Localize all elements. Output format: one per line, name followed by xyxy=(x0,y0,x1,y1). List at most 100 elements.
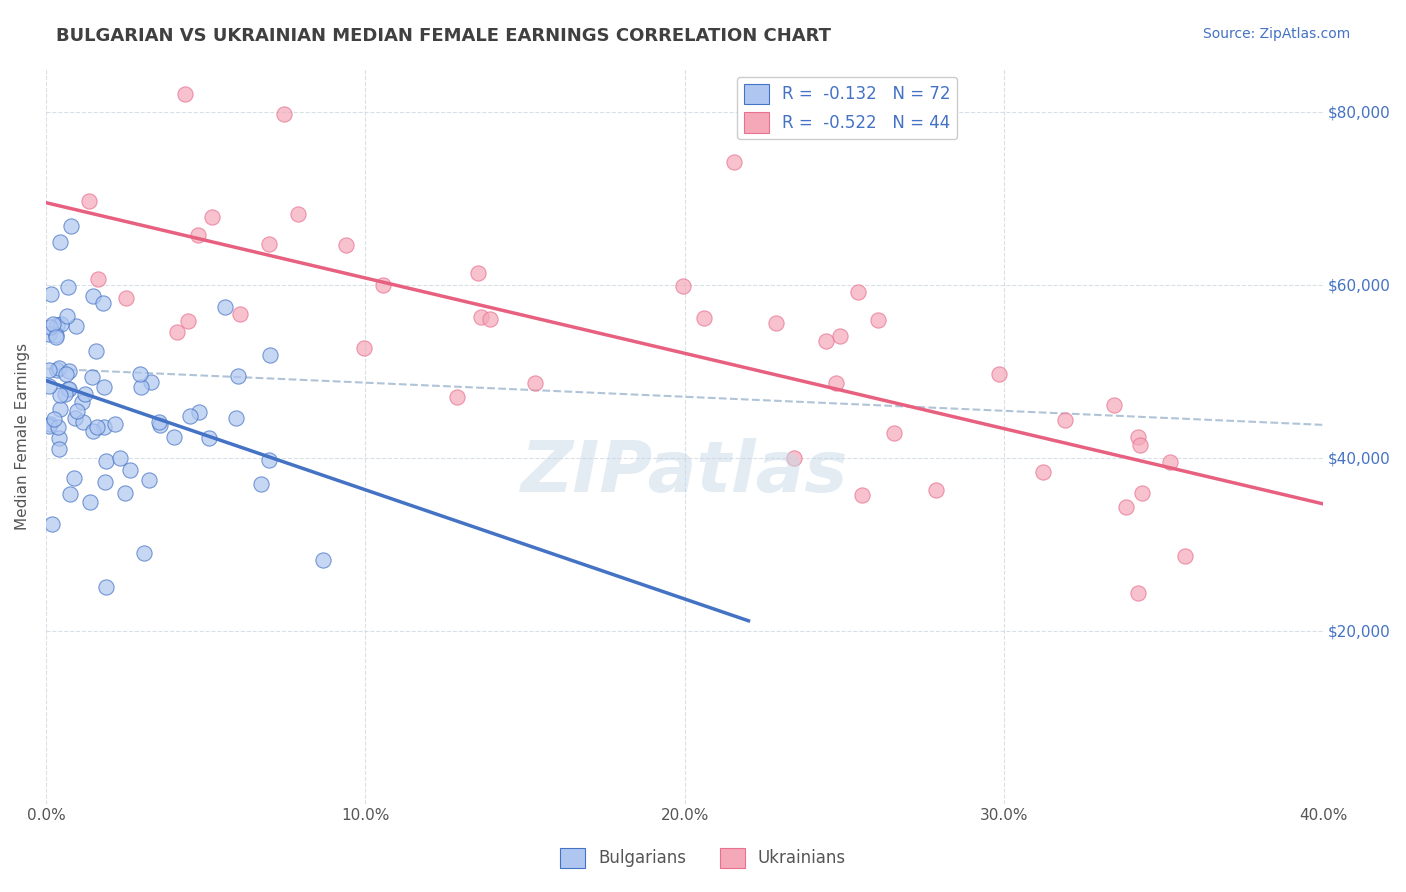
Point xyxy=(38,327,60,342)
Point xyxy=(129,367,152,381)
Point xyxy=(225,410,247,425)
Point xyxy=(82,289,104,303)
Point xyxy=(467,266,489,280)
Point xyxy=(48,431,70,445)
Point xyxy=(1174,549,1197,563)
Point xyxy=(229,307,252,321)
Legend: R =  -0.132   N = 72, R =  -0.522   N = 44: R = -0.132 N = 72, R = -0.522 N = 44 xyxy=(737,77,957,139)
Point xyxy=(45,318,67,332)
Point xyxy=(93,380,115,394)
Point xyxy=(924,483,946,498)
Point xyxy=(312,553,335,567)
Point xyxy=(1032,465,1054,479)
Point xyxy=(226,369,249,384)
Point xyxy=(138,473,160,487)
Point xyxy=(46,420,69,434)
Point xyxy=(1130,486,1153,500)
Point xyxy=(63,411,86,425)
Point xyxy=(335,237,357,252)
Point xyxy=(692,310,714,325)
Point xyxy=(45,330,67,344)
Text: Source: ZipAtlas.com: Source: ZipAtlas.com xyxy=(1202,27,1350,41)
Point xyxy=(96,580,118,594)
Point xyxy=(1159,454,1181,468)
Point xyxy=(163,430,186,444)
Point xyxy=(39,320,62,334)
Point xyxy=(446,390,468,404)
Point xyxy=(51,317,73,331)
Point xyxy=(93,475,115,489)
Point xyxy=(188,405,211,419)
Point xyxy=(49,235,72,249)
Legend: Bulgarians, Ukrainians: Bulgarians, Ukrainians xyxy=(554,841,852,875)
Point xyxy=(55,367,77,381)
Point xyxy=(1104,398,1126,412)
Point xyxy=(723,155,745,169)
Point xyxy=(179,409,201,423)
Point xyxy=(86,419,108,434)
Point xyxy=(353,341,375,355)
Point xyxy=(988,367,1011,381)
Point xyxy=(70,394,93,409)
Point xyxy=(77,194,100,208)
Point xyxy=(371,278,394,293)
Point xyxy=(765,316,787,330)
Point xyxy=(825,376,848,390)
Text: BULGARIAN VS UKRAINIAN MEDIAN FEMALE EARNINGS CORRELATION CHART: BULGARIAN VS UKRAINIAN MEDIAN FEMALE EAR… xyxy=(56,27,831,45)
Point xyxy=(72,415,94,429)
Point xyxy=(273,106,295,120)
Point xyxy=(86,271,108,285)
Point xyxy=(41,318,63,332)
Point xyxy=(38,379,60,393)
Point xyxy=(148,415,170,429)
Point xyxy=(53,387,76,401)
Point xyxy=(187,228,209,243)
Point xyxy=(470,310,492,324)
Point xyxy=(1053,413,1076,427)
Point xyxy=(868,313,890,327)
Point xyxy=(56,383,79,397)
Point xyxy=(84,343,107,358)
Point xyxy=(173,87,195,102)
Point xyxy=(104,417,127,432)
Point xyxy=(149,417,172,432)
Point xyxy=(59,487,82,501)
Point xyxy=(166,325,188,339)
Point xyxy=(80,370,103,384)
Point xyxy=(39,286,62,301)
Point xyxy=(134,546,156,560)
Point xyxy=(197,431,219,445)
Point xyxy=(38,363,60,377)
Point xyxy=(257,453,280,467)
Point xyxy=(672,279,695,293)
Point xyxy=(41,516,63,531)
Point xyxy=(45,362,67,376)
Point xyxy=(63,471,86,485)
Point xyxy=(846,285,869,299)
Point xyxy=(73,386,96,401)
Point xyxy=(115,291,138,305)
Point xyxy=(1126,430,1149,444)
Point xyxy=(523,376,546,390)
Point xyxy=(66,404,89,418)
Point xyxy=(56,280,79,294)
Point xyxy=(108,450,131,465)
Point xyxy=(214,300,236,314)
Point xyxy=(65,319,87,334)
Point xyxy=(82,424,104,438)
Point xyxy=(814,334,837,349)
Point xyxy=(259,349,281,363)
Point xyxy=(851,488,873,502)
Y-axis label: Median Female Earnings: Median Female Earnings xyxy=(15,343,30,530)
Point xyxy=(114,486,136,500)
Point xyxy=(48,442,70,456)
Point xyxy=(44,412,66,426)
Point xyxy=(120,463,142,477)
Point xyxy=(1126,586,1149,600)
Point xyxy=(129,380,152,394)
Point xyxy=(479,311,502,326)
Point xyxy=(49,388,72,402)
Point xyxy=(883,426,905,441)
Point xyxy=(250,476,273,491)
Point xyxy=(1115,500,1137,514)
